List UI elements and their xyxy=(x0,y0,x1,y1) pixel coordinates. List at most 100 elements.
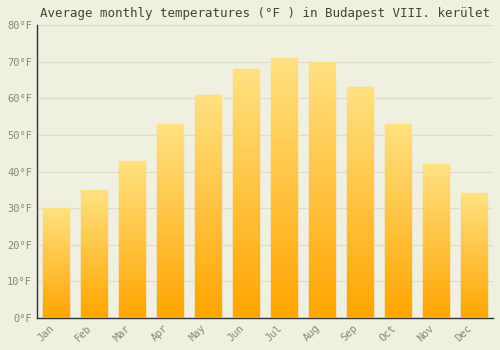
Bar xyxy=(118,167,145,168)
Bar xyxy=(194,134,221,136)
Bar xyxy=(80,287,107,289)
Bar xyxy=(346,151,374,154)
Bar xyxy=(460,248,487,250)
Bar xyxy=(270,253,297,256)
Bar xyxy=(384,194,411,197)
Bar xyxy=(460,200,487,201)
Bar xyxy=(346,266,374,269)
Bar xyxy=(80,307,107,308)
Bar xyxy=(460,293,487,295)
Bar xyxy=(270,139,297,142)
Bar xyxy=(118,190,145,192)
Bar xyxy=(156,315,183,318)
Bar xyxy=(80,193,107,195)
Bar xyxy=(460,222,487,223)
Bar xyxy=(232,200,259,203)
Bar xyxy=(232,116,259,119)
Bar xyxy=(156,209,183,211)
Bar xyxy=(460,312,487,313)
Bar xyxy=(156,260,183,262)
Bar xyxy=(194,187,221,190)
Bar xyxy=(42,310,69,311)
Bar xyxy=(346,283,374,286)
Bar xyxy=(232,85,259,88)
Bar xyxy=(308,267,336,270)
Bar xyxy=(346,289,374,292)
Bar xyxy=(270,97,297,100)
Bar xyxy=(194,181,221,184)
Bar xyxy=(80,262,107,264)
Bar xyxy=(80,300,107,302)
Bar xyxy=(308,116,336,119)
Bar xyxy=(460,245,487,246)
Bar xyxy=(232,265,259,268)
Bar xyxy=(460,316,487,318)
Bar xyxy=(194,95,221,98)
Bar xyxy=(346,301,374,303)
Bar xyxy=(346,105,374,107)
Bar xyxy=(422,172,450,174)
Bar xyxy=(308,75,336,78)
Bar xyxy=(422,312,450,314)
Bar xyxy=(346,243,374,246)
Bar xyxy=(42,245,69,246)
Bar xyxy=(384,192,411,194)
Bar xyxy=(42,284,69,285)
Bar xyxy=(308,270,336,273)
Bar xyxy=(118,286,145,288)
Bar xyxy=(460,197,487,198)
Bar xyxy=(270,75,297,78)
Bar xyxy=(156,223,183,226)
Bar xyxy=(346,116,374,119)
Bar xyxy=(308,231,336,235)
Bar xyxy=(460,214,487,215)
Bar xyxy=(156,139,183,141)
Bar xyxy=(156,284,183,286)
Bar xyxy=(270,172,297,175)
Bar xyxy=(232,97,259,100)
Bar xyxy=(346,180,374,182)
Bar xyxy=(156,236,183,238)
Bar xyxy=(270,100,297,104)
Bar xyxy=(118,161,145,162)
Bar xyxy=(118,222,145,224)
Bar xyxy=(232,284,259,287)
Bar xyxy=(422,174,450,176)
Bar xyxy=(118,245,145,247)
Bar xyxy=(156,134,183,136)
Bar xyxy=(232,175,259,178)
Bar xyxy=(346,145,374,148)
Bar xyxy=(422,289,450,291)
Bar xyxy=(384,250,411,252)
Bar xyxy=(422,243,450,245)
Bar xyxy=(460,276,487,278)
Bar xyxy=(308,68,336,71)
Bar xyxy=(232,271,259,274)
Bar xyxy=(118,314,145,316)
Bar xyxy=(80,289,107,290)
Bar xyxy=(308,170,336,174)
Bar xyxy=(42,316,69,318)
Bar xyxy=(308,180,336,183)
Bar xyxy=(156,281,183,284)
Bar xyxy=(232,141,259,144)
Bar xyxy=(118,218,145,219)
Bar xyxy=(232,69,259,72)
Bar xyxy=(270,285,297,289)
Bar xyxy=(194,206,221,209)
Bar xyxy=(42,237,69,238)
Bar xyxy=(80,226,107,228)
Bar xyxy=(346,303,374,306)
Bar xyxy=(80,220,107,222)
Bar xyxy=(270,91,297,94)
Bar xyxy=(346,102,374,105)
Bar xyxy=(80,206,107,208)
Bar xyxy=(308,142,336,145)
Bar xyxy=(270,220,297,224)
Bar xyxy=(270,107,297,110)
Bar xyxy=(270,256,297,259)
Bar xyxy=(232,75,259,78)
Bar xyxy=(232,234,259,237)
Bar xyxy=(460,271,487,273)
Bar xyxy=(346,257,374,260)
